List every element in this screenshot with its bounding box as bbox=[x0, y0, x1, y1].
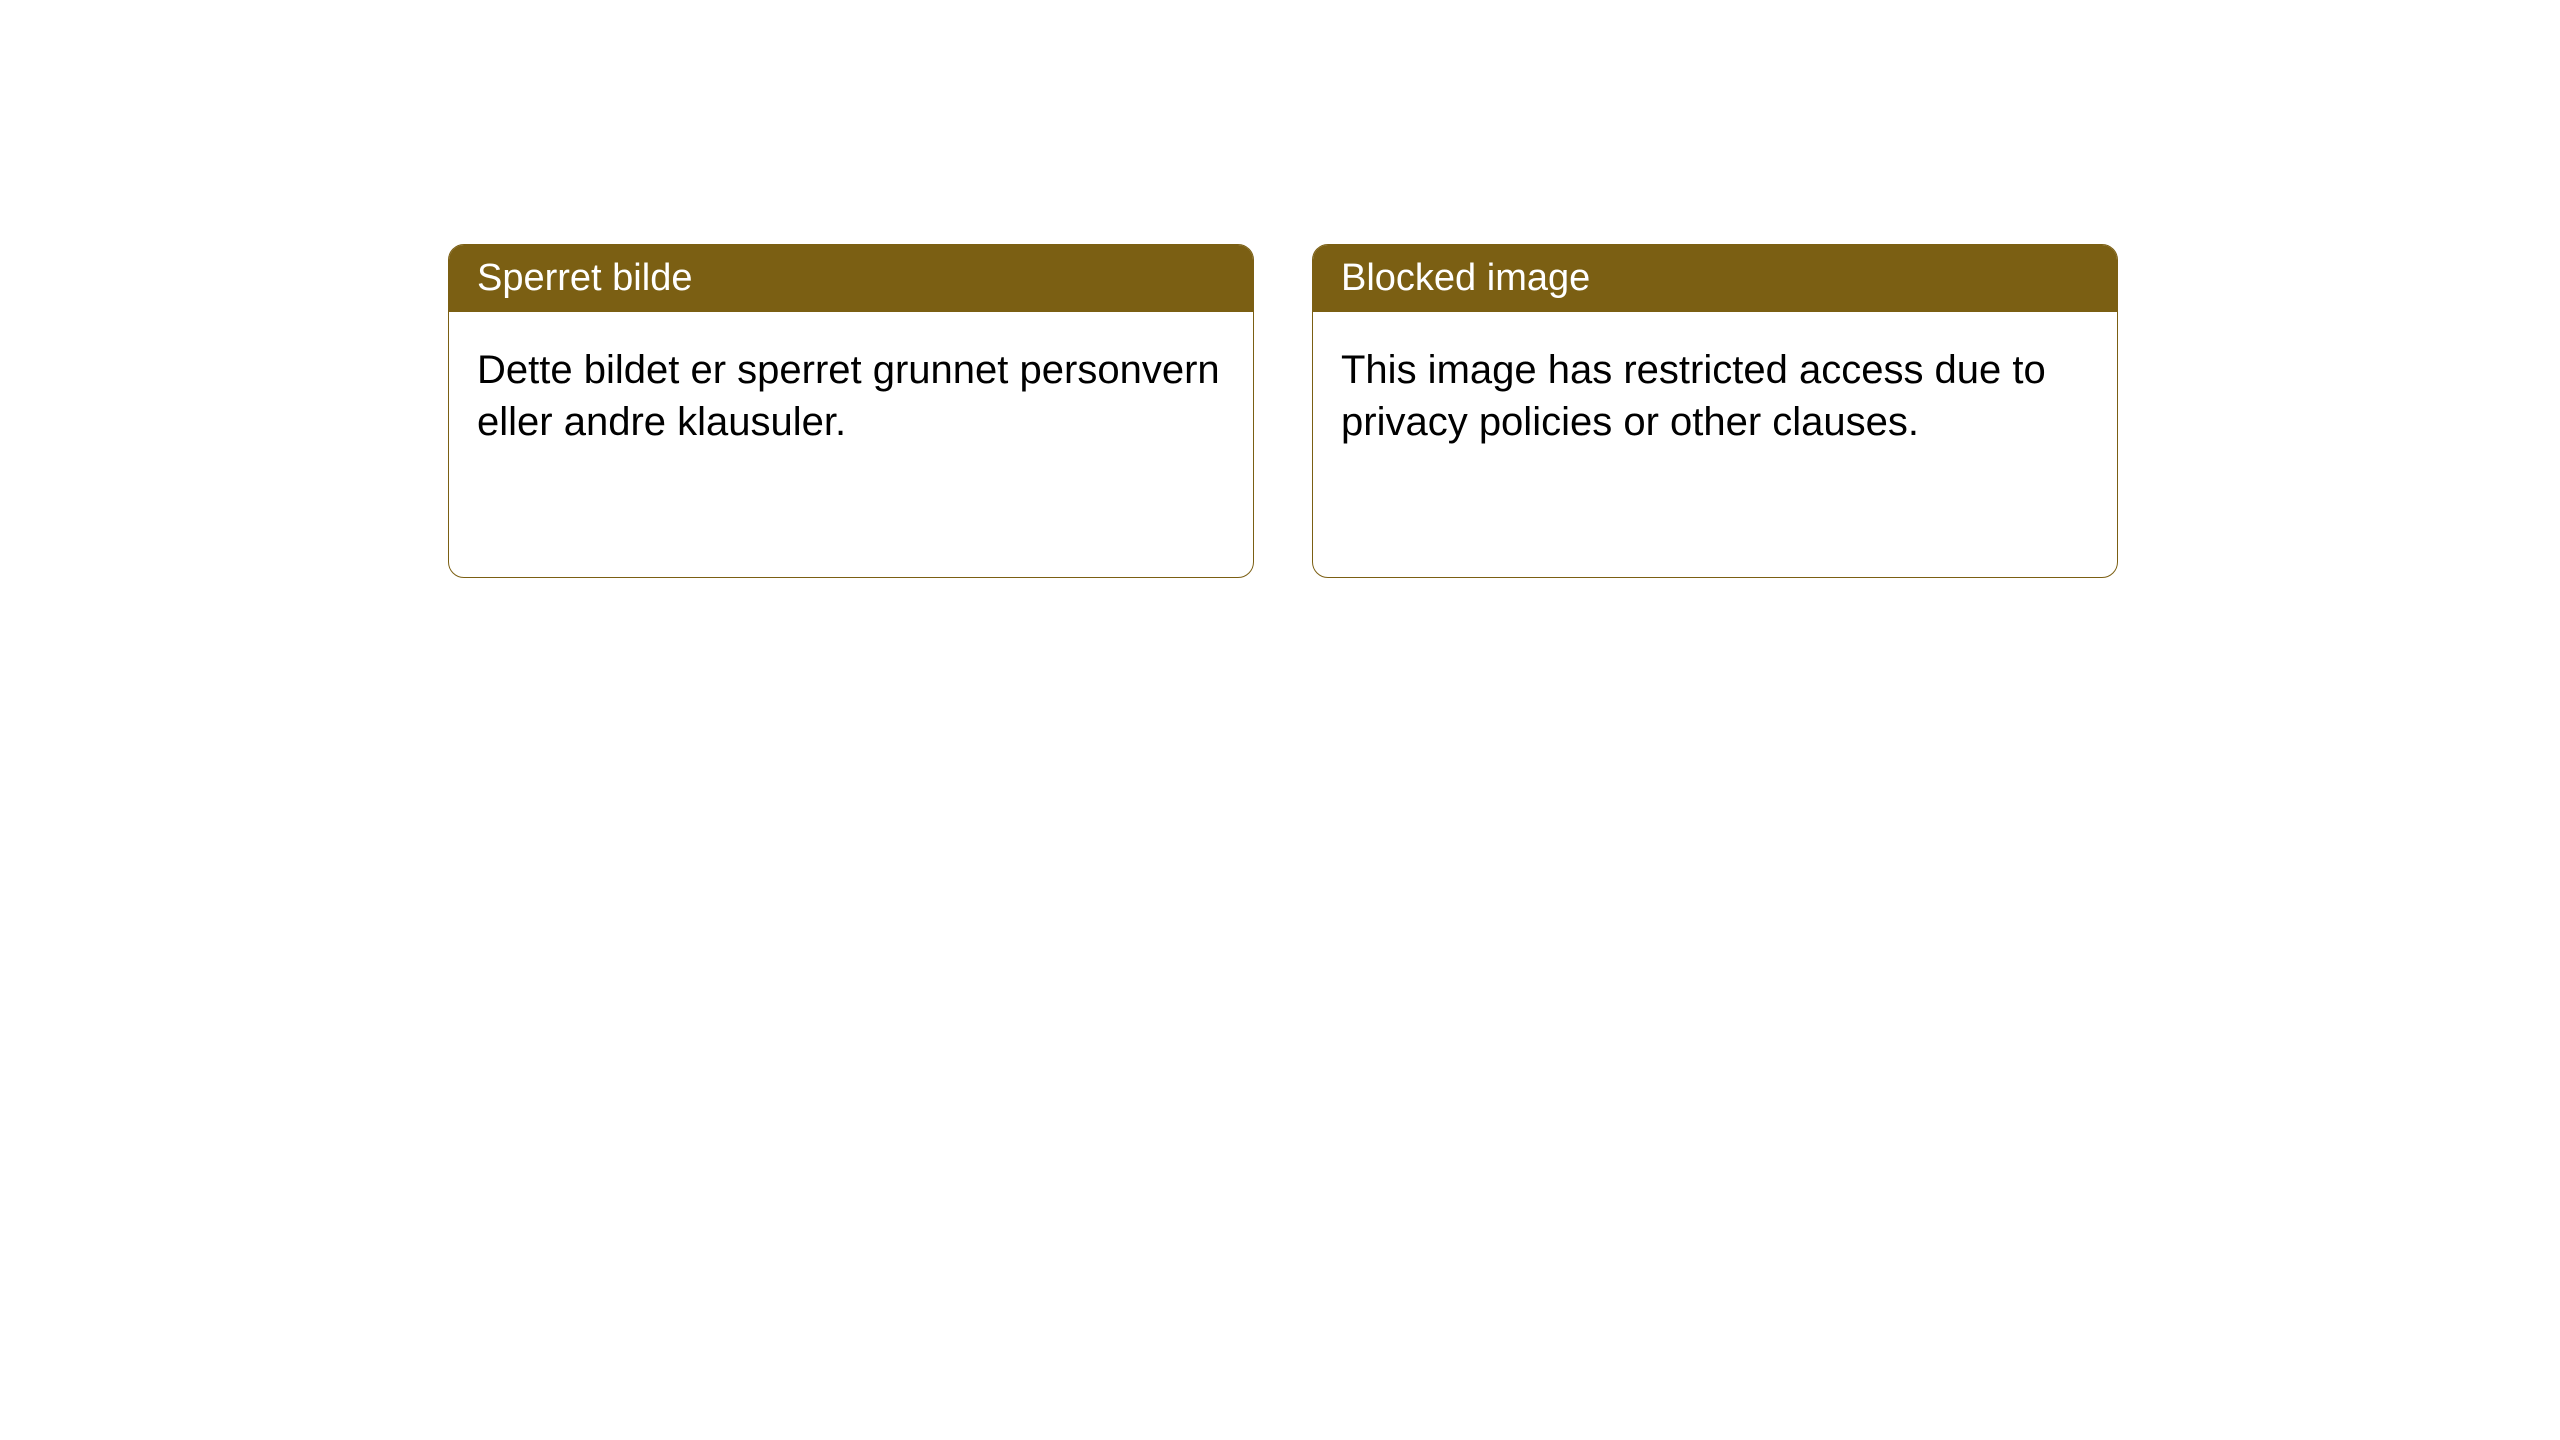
notice-box-norwegian: Sperret bilde Dette bildet er sperret gr… bbox=[448, 244, 1254, 578]
notice-body-text: Dette bildet er sperret grunnet personve… bbox=[477, 348, 1220, 444]
notice-body: This image has restricted access due to … bbox=[1313, 312, 2117, 480]
notice-container: Sperret bilde Dette bildet er sperret gr… bbox=[0, 0, 2560, 578]
notice-box-english: Blocked image This image has restricted … bbox=[1312, 244, 2118, 578]
notice-body: Dette bildet er sperret grunnet personve… bbox=[449, 312, 1253, 480]
notice-title: Blocked image bbox=[1341, 257, 1590, 299]
notice-title: Sperret bilde bbox=[477, 257, 692, 299]
notice-header: Sperret bilde bbox=[449, 245, 1253, 312]
notice-header: Blocked image bbox=[1313, 245, 2117, 312]
notice-body-text: This image has restricted access due to … bbox=[1341, 348, 2046, 444]
